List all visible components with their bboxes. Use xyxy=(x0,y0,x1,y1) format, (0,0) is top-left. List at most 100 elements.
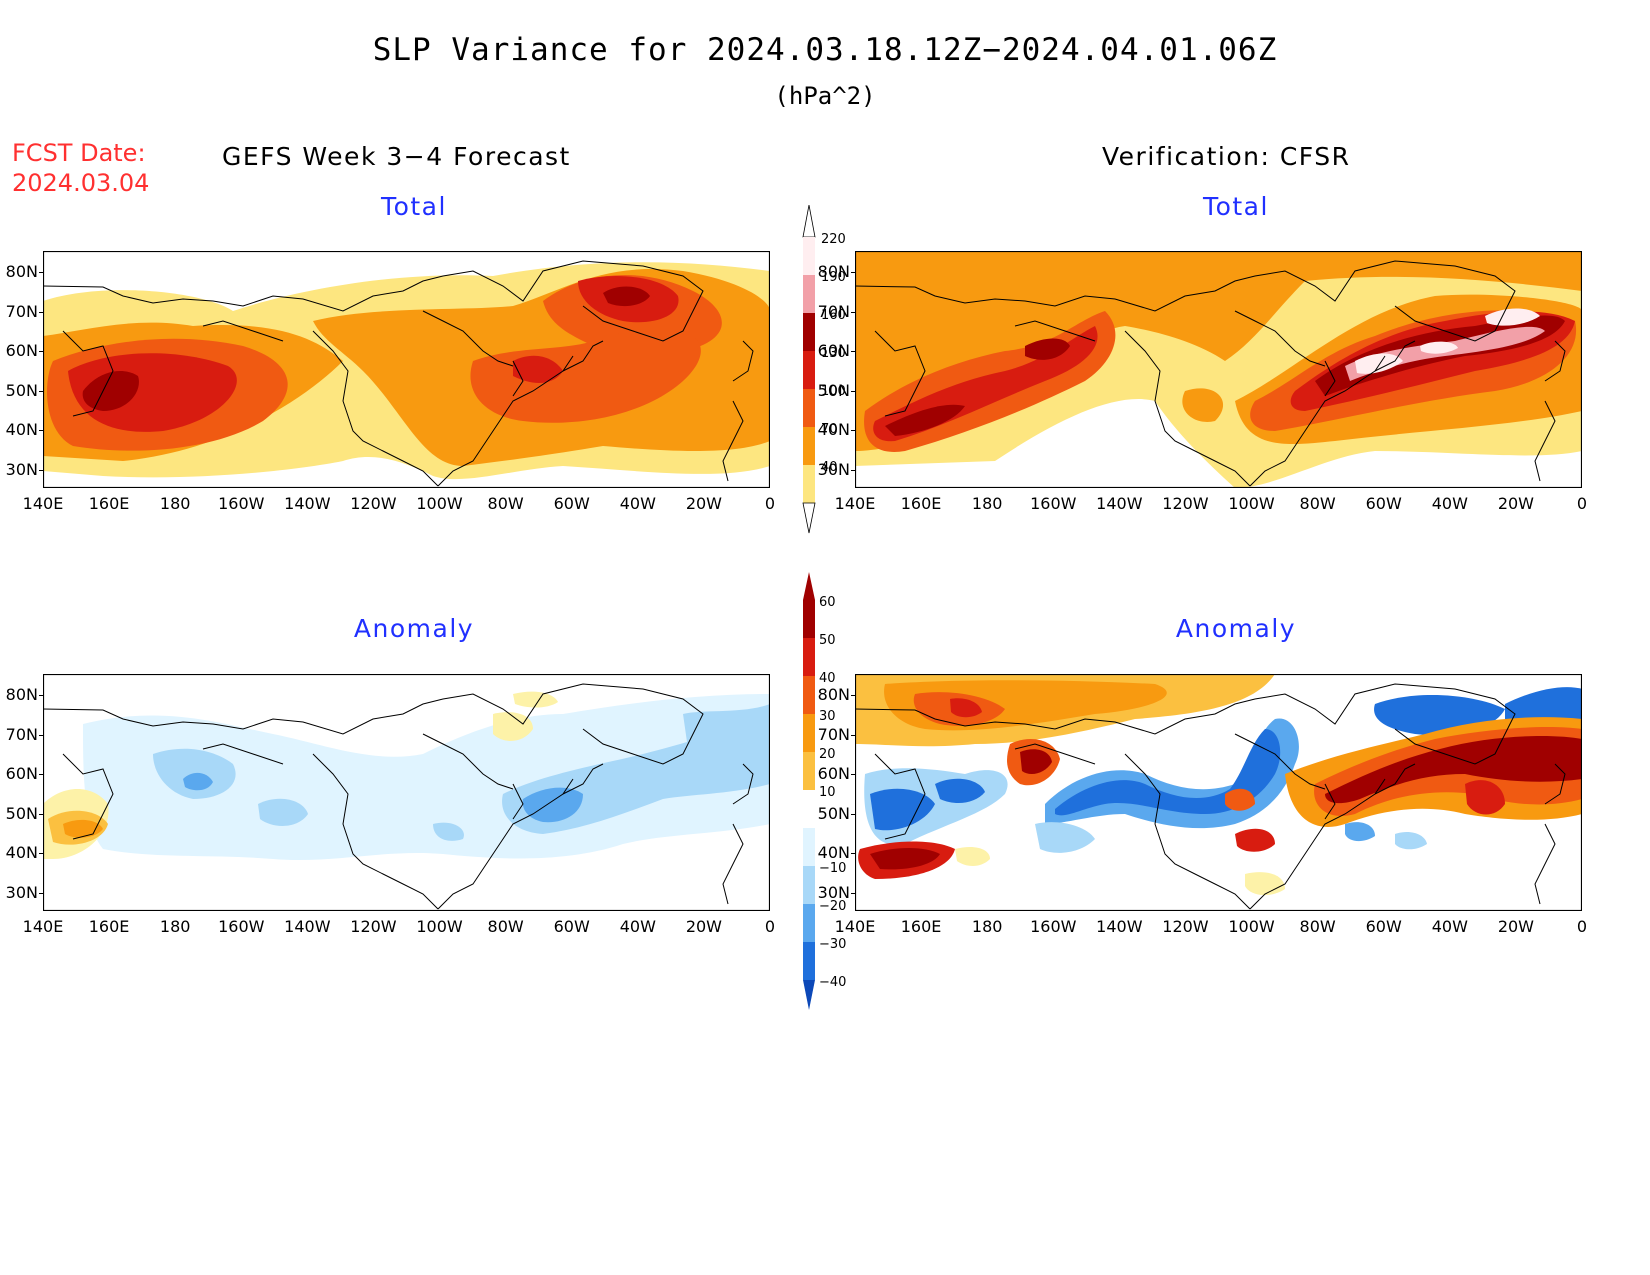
colorbar-top-arrow xyxy=(802,205,816,238)
lon-tick-label: 60W xyxy=(1365,494,1402,513)
lon-tick-label: 120W xyxy=(350,494,397,513)
lon-tick-label: 140E xyxy=(22,917,64,936)
colorbar-box xyxy=(803,237,815,275)
colorbar-box xyxy=(803,866,815,904)
lon-tick-label: 120W xyxy=(1162,494,1209,513)
map-forecast-anomaly xyxy=(43,674,770,911)
colorbar-box xyxy=(803,351,815,389)
lat-tick xyxy=(851,813,855,815)
colorbar-box xyxy=(803,465,815,503)
forecast-header: GEFS Week 3−4 Forecast xyxy=(222,142,571,171)
fcst-date-label: FCST Date: 2024.03.04 xyxy=(12,138,149,198)
lon-tick-label: 0 xyxy=(764,917,776,936)
lon-tick-label: 100W xyxy=(416,494,463,513)
colorbar-label: −10 xyxy=(819,861,846,876)
lon-tick-label: 120W xyxy=(350,917,397,936)
contour-neg30-b xyxy=(183,772,213,791)
panel-title-forecast-total: Total xyxy=(381,192,447,221)
lon-tick-label: 60W xyxy=(553,494,590,513)
units-label: (hPa^2) xyxy=(774,82,876,110)
lat-tick-label: 60N xyxy=(817,764,850,783)
lat-tick xyxy=(39,774,43,775)
lat-tick-label: 50N xyxy=(5,380,38,400)
lat-tick xyxy=(851,892,855,894)
lon-tick-label: 80W xyxy=(487,917,524,936)
lat-tick-label: 30N xyxy=(5,882,38,902)
lon-tick-label: 40W xyxy=(619,917,656,936)
lon-tick-label: 180 xyxy=(971,494,1003,513)
lat-tick-label: 60N xyxy=(817,341,850,360)
colorbar-label: 190 xyxy=(821,270,846,285)
lon-tick-label: 60W xyxy=(553,917,590,936)
lon-tick-label: 80W xyxy=(487,494,524,513)
lat-tick xyxy=(39,853,43,854)
lon-tick-label: 40W xyxy=(619,494,656,513)
lon-tick-label: 140E xyxy=(834,917,876,936)
colorbar-label: 50 xyxy=(819,633,836,648)
lon-tick-label: 0 xyxy=(1576,494,1588,513)
lat-tick xyxy=(39,311,43,313)
panel-title-forecast-anomaly: Anomaly xyxy=(353,614,475,643)
lat-tick xyxy=(39,813,43,815)
colorbar-label: 100 xyxy=(821,384,846,399)
contour-neg40-band xyxy=(1055,729,1281,816)
contour-neg-se3 xyxy=(1395,832,1427,850)
lon-tick-label: 180 xyxy=(159,494,191,513)
lon-tick-label: 160E xyxy=(88,917,130,936)
colorbar-box xyxy=(803,828,815,866)
contour-neg-se2 xyxy=(1345,822,1375,842)
lon-tick-label: 160E xyxy=(88,494,130,513)
lon-tick-label: 40W xyxy=(1431,494,1468,513)
lon-tick-label: 140W xyxy=(284,494,331,513)
contour-pos10-c xyxy=(513,691,558,708)
contour-neg20-e xyxy=(433,822,464,841)
lon-tick-label: 100W xyxy=(1228,917,1275,936)
colorbar-label: −40 xyxy=(819,975,846,990)
lon-tick-label: 180 xyxy=(159,917,191,936)
colorbar-label: 20 xyxy=(819,747,836,762)
map-verification-total xyxy=(855,251,1582,488)
lat-tick xyxy=(851,390,855,392)
contour-160-b xyxy=(1025,338,1070,360)
contour-neg20-d xyxy=(683,704,770,761)
map-forecast-total xyxy=(43,251,770,488)
colorbar-bottom-arrow xyxy=(802,502,816,534)
contour-neg-se xyxy=(1035,822,1095,853)
colorbar-box xyxy=(803,752,815,790)
colorbar-label: 40 xyxy=(821,460,838,475)
lon-tick-label: 0 xyxy=(764,494,776,513)
contour-pos-s2 xyxy=(955,847,990,866)
lat-tick xyxy=(851,469,855,471)
figure-title: SLP Variance for 2024.03.18.12Z−2024.04.… xyxy=(372,32,1278,68)
colorbar-box xyxy=(803,427,815,465)
contour-100-c xyxy=(470,328,701,423)
lon-tick-label: 60W xyxy=(1365,917,1402,936)
coastlines xyxy=(855,683,1566,910)
colorbar-box xyxy=(803,389,815,427)
lon-tick-label: 20W xyxy=(685,917,722,936)
lat-tick-label: 50N xyxy=(5,803,38,823)
lat-tick xyxy=(851,311,855,313)
lat-tick xyxy=(851,272,855,273)
lat-tick xyxy=(851,351,855,352)
lon-tick-label: 20W xyxy=(1497,494,1534,513)
colorbar-total: 220 190 160 130 100 70 40 xyxy=(802,205,846,534)
colorbar-label: 130 xyxy=(821,346,846,361)
lat-tick xyxy=(851,695,855,696)
panel-title-verification-total: Total xyxy=(1203,192,1269,221)
colorbar-box xyxy=(803,313,815,351)
lon-tick-label: 80W xyxy=(1299,917,1336,936)
contour-neg40-b xyxy=(935,778,985,804)
lat-tick xyxy=(39,430,43,431)
contour-pos60-arctic xyxy=(950,698,982,718)
lat-tick xyxy=(851,734,855,736)
colorbar-box xyxy=(803,790,815,828)
lon-tick-label: 140W xyxy=(284,917,331,936)
lat-tick xyxy=(851,774,855,775)
contour-130-c xyxy=(513,355,563,383)
colorbar-label: 30 xyxy=(819,709,836,724)
lat-tick xyxy=(39,390,43,392)
lat-tick xyxy=(39,469,43,471)
lat-tick-label: 80N xyxy=(5,262,38,281)
panel-title-verification-anomaly: Anomaly xyxy=(1175,614,1297,643)
